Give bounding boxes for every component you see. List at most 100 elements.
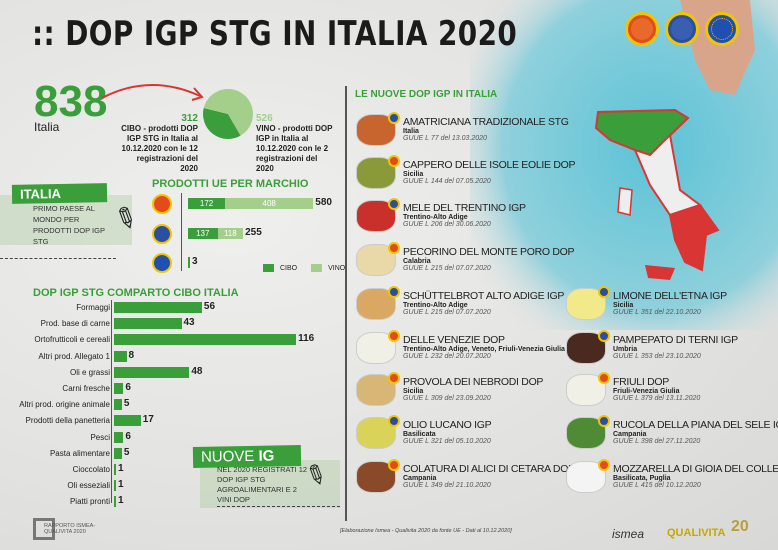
page-title: :: DOP IGP STG IN ITALIA 2020 <box>32 14 518 54</box>
product-name: MELE DEL TRENTINO IGP <box>403 202 526 214</box>
value-label: 5 <box>123 446 130 458</box>
report-label: RAPPORTO ISMEA-QUALIVITA 2020 <box>44 523 96 535</box>
nuove-panel <box>200 460 340 508</box>
product-text: AMATRICIANA TRADIZIONALE STG Italia GUUE L… <box>403 116 569 142</box>
product-name: FRIULI DOP <box>613 376 669 388</box>
product-text: COLATURA DI ALICI DI CETARA DOP Campania G… <box>403 463 575 489</box>
product-item: DELLE VENEZIE DOP Trentino-Alto Adige, Ve… <box>356 330 565 370</box>
value-label: 48 <box>191 365 203 377</box>
category-label: Prod. base di carne <box>40 319 110 329</box>
product-region: Trentino-Alto Adige <box>403 214 468 221</box>
product-region: Basilicata <box>403 431 436 438</box>
product-image <box>566 374 606 406</box>
nuove-text: NEL 2020 REGISTRATI 12 DOP IGP STG AGROA… <box>217 465 308 504</box>
bar-prod-base-di-carne <box>114 318 182 330</box>
product-region: Trentino-Alto Adige <box>403 302 468 309</box>
product-ref: GUUE L 398 del 27.11.2020 <box>613 438 701 445</box>
product-item: OLIO LUCANO IGP Basilicata GUUE L 321 del … <box>356 415 561 455</box>
ismea-logo: ismea <box>612 527 645 541</box>
product-item: MELE DEL TRENTINO IGP Trentino-Alto Adige… <box>356 198 561 238</box>
category-label: Pasta alimentare <box>49 448 110 458</box>
dop-seal-icon <box>388 459 400 471</box>
product-name: PECORINO DEL MONTE PORO DOP <box>403 246 575 258</box>
igp-seal-icon <box>388 286 400 298</box>
value-label: 56 <box>203 301 216 312</box>
category-label: Pesci <box>90 432 110 442</box>
dop-logo-icon <box>625 12 659 46</box>
anniversary-logo: 20 <box>731 518 749 535</box>
bar-cibo-dop: 172 <box>188 198 226 209</box>
product-region: Campania <box>613 431 647 438</box>
certification-logos <box>625 12 739 46</box>
product-name: OLIO LUCANO IGP <box>403 419 492 431</box>
bar-prodotti-della-panetteria <box>114 415 141 427</box>
bar-piatti-pronti <box>114 496 116 508</box>
category-label: Oli esseziali <box>67 481 110 491</box>
vino-value: 526 <box>256 113 273 124</box>
value-label: 43 <box>183 317 195 329</box>
source-note: [Elaborazione Ismea - Qualivita 2020 da … <box>340 528 512 534</box>
product-item: MOZZARELLA DI GIOIA DEL COLLE DOPBasilic… <box>566 459 778 499</box>
dop-seal-icon <box>598 372 610 384</box>
product-text: SCHÜTTELBROT ALTO ADIGE IGP Trentino-Alto… <box>403 290 564 316</box>
product-region: Campania <box>403 475 437 482</box>
legend-swatch-vino <box>311 264 323 272</box>
product-text: MOZZARELLA DI GIOIA DEL COLLE DOPBasilic… <box>613 463 778 489</box>
product-item: AMATRICIANA TRADIZIONALE STG Italia GUUE L… <box>356 112 569 152</box>
product-ref: GUUE L 232 del 20.07.2020 <box>403 353 491 360</box>
dop-seal-icon <box>388 155 400 167</box>
product-name: DELLE VENEZIE DOP <box>403 334 505 346</box>
arrow-icon <box>101 84 204 101</box>
legend-swatch-cibo <box>263 264 274 272</box>
marchio-dop-logo-icon <box>152 194 172 214</box>
stg-logo-icon <box>705 12 739 46</box>
category-label: Altri prod. Allegato 1 <box>38 351 110 361</box>
product-item: PAMPEPATO DI TERNI IGP Umbria GUUE L 353 d… <box>566 330 778 370</box>
total-label: Italia <box>34 120 60 134</box>
bar-altri-prod-allegato- <box>114 350 127 362</box>
igp-seal-icon <box>598 286 610 298</box>
product-region: Sicilia <box>403 171 424 178</box>
product-region: Basilicata, Puglia <box>613 475 671 482</box>
product-text: PECORINO DEL MONTE PORO DOP Calabria GUUE … <box>403 246 575 272</box>
product-text: DELLE VENEZIE DOP Trentino-Alto Adige, Ve… <box>403 334 565 360</box>
product-ref: GUUE L 215 del 07.07.2020 <box>403 309 491 316</box>
dop-seal-icon <box>388 330 400 342</box>
product-name: AMATRICIANA TRADIZIONALE STG <box>403 116 569 128</box>
product-item: LIMONE DELL'ETNA IGP Sicilia GUUE L 351 de… <box>566 286 778 326</box>
marchio-igp-logo-icon <box>152 223 172 244</box>
category-label: Carni fresche <box>62 384 110 393</box>
product-item: SCHÜTTELBROT ALTO ADIGE IGP Trentino-Alto… <box>356 286 564 326</box>
product-name: COLATURA DI ALICI DI CETARA DOP <box>403 463 575 475</box>
product-ref: GUUE L 206 del 30.06.2020 <box>403 221 491 228</box>
category-label: Formaggi <box>76 303 110 312</box>
product-text: OLIO LUCANO IGP Basilicata GUUE L 321 del … <box>403 419 492 445</box>
product-name: CAPPERO DELLE ISOLE EOLIE DOP <box>403 159 576 171</box>
bar-cibo-stg <box>188 257 190 268</box>
pie-slice-vino <box>203 89 253 136</box>
product-text: PAMPEPATO DI TERNI IGP Umbria GUUE L 353 d… <box>613 334 738 360</box>
marchio-stg-logo-icon <box>152 253 172 273</box>
category-label: Cioccolato <box>72 465 110 474</box>
product-ref: GUUE L 353 del 23.10.2020 <box>613 353 701 360</box>
legend-vino: VINO <box>328 264 346 272</box>
cibo-vino-pie-chart <box>203 89 253 139</box>
value-label: 17 <box>142 414 154 426</box>
product-region: Calabria <box>403 258 431 265</box>
product-name: PROVOLA DEI NEBRODI DOP <box>403 376 544 388</box>
product-item: RUCOLA DELLA PIANA DEL SELE IGP Campania G… <box>566 415 778 455</box>
divider <box>0 258 116 259</box>
product-name: MOZZARELLA DI GIOIA DEL COLLE DOP <box>613 463 778 475</box>
category-label: Ortofrutticoli e cereali <box>34 335 110 345</box>
bar-pasta-alimentare <box>114 447 122 459</box>
bar-altri-prod-origine-animale <box>114 399 122 411</box>
bar-oli-e-grassi <box>114 366 190 378</box>
news-title: LE NUOVE DOP IGP IN ITALIA <box>355 89 498 100</box>
product-region: Trentino-Alto Adige, Veneto, Friuli-Vene… <box>403 346 565 353</box>
product-ref: GUUE L 144 del 07.05.2020 <box>403 178 491 185</box>
product-name: LIMONE DELL'ETNA IGP <box>613 290 727 302</box>
igp-seal-icon <box>388 198 400 210</box>
igp-seal-icon <box>598 330 610 342</box>
product-text: RUCOLA DELLA PIANA DEL SELE IGP Campania G… <box>613 419 778 445</box>
igp-seal-icon <box>598 415 610 427</box>
